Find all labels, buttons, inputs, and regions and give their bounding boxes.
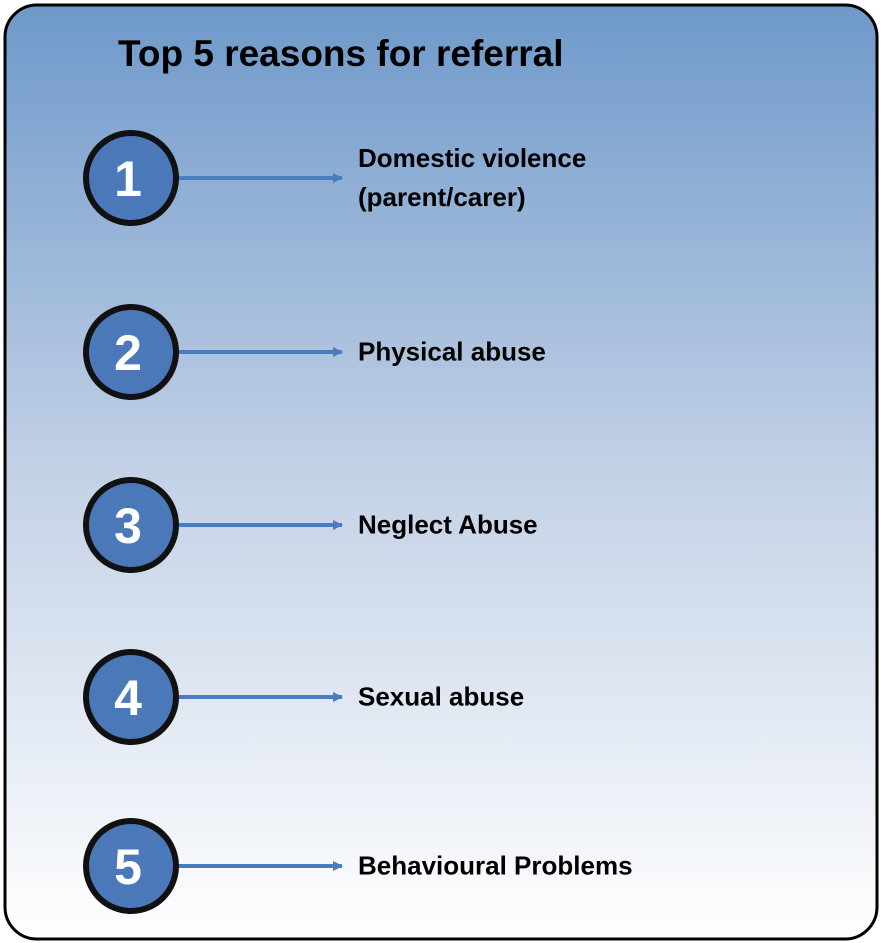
number-badge [83,130,179,226]
reason-label: Neglect Abuse [358,509,538,540]
panel [3,3,879,941]
number-badge [83,818,179,914]
number-badge [83,649,179,745]
reason-label: Behavioural Problems [358,850,633,881]
number-badge [83,304,179,400]
reason-label: Physical abuse [358,336,546,367]
number-badge [83,477,179,573]
number: 2 [114,325,142,381]
reason-label: Domestic violence (parent/carer) [358,143,587,212]
number: 4 [114,670,142,726]
number: 1 [114,151,142,207]
number: 3 [114,498,142,554]
reason-label: Sexual abuse [358,681,525,712]
title: Top 5 reasons for referral [118,33,564,74]
number: 5 [114,839,142,895]
